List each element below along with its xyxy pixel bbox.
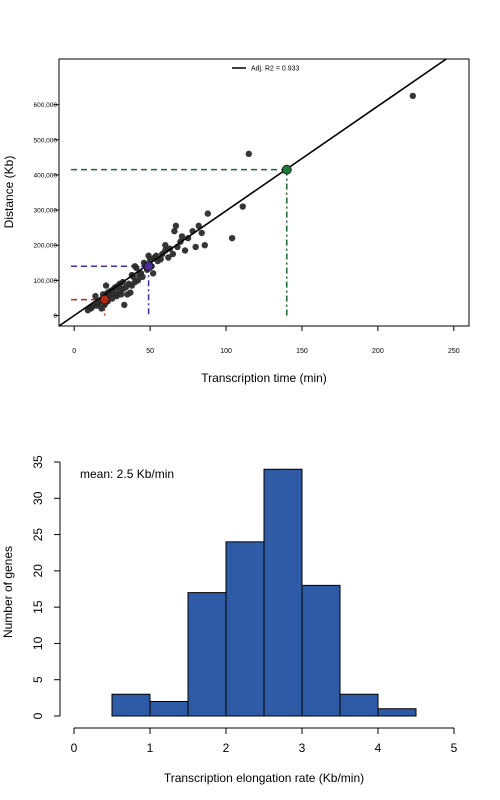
y-tick-label: 0	[53, 313, 57, 320]
x-tick-label: 4	[375, 741, 382, 755]
y-tick-label: 300,000	[34, 208, 58, 215]
histogram-bar	[301, 584, 341, 717]
data-point	[204, 210, 212, 217]
y-tick-label: 30	[31, 491, 45, 505]
data-point	[201, 241, 208, 249]
scatter-plot: 0 50 100 150 200 250 0 100,000 200,000 300,000 40…	[2, 58, 470, 385]
x-tick-label: 100	[220, 348, 232, 355]
x-tick-label: 0	[72, 348, 76, 355]
x-axis: 0 50 100 150 200 250	[72, 326, 460, 355]
highlight-marker	[281, 164, 292, 175]
data-point	[228, 234, 236, 242]
scatter-points	[84, 92, 417, 314]
histogram-bar	[149, 700, 189, 717]
highlight-marker	[99, 294, 110, 305]
histogram-bar	[263, 468, 303, 717]
data-point	[127, 289, 134, 296]
data-point	[239, 203, 246, 210]
data-point	[172, 222, 180, 230]
y-tick-label: 5	[31, 676, 45, 683]
histogram-bar	[225, 541, 265, 717]
x-tick-label: 3	[299, 741, 306, 755]
data-point	[149, 270, 157, 277]
histogram-bar	[377, 708, 417, 717]
data-point	[133, 264, 140, 272]
data-point	[139, 273, 146, 281]
x-axis: 0 1 2 3 4 5	[71, 727, 458, 755]
legend-label: Adj. R2 = 0.933	[251, 66, 300, 73]
x-axis-label: Transcription elongation rate (Kb/min)	[164, 771, 364, 785]
highlight-marker	[143, 261, 154, 272]
histogram-bar	[339, 693, 379, 717]
y-tick-label: 25	[31, 528, 45, 542]
y-tick-label: 10	[31, 636, 45, 650]
x-tick-label: 200	[372, 348, 384, 355]
y-tick-label: 35	[31, 455, 45, 469]
highlight-markers	[99, 164, 292, 305]
legend: Adj. R2 = 0.933	[232, 66, 300, 73]
data-point	[102, 282, 110, 289]
data-point	[198, 229, 205, 237]
scatter-plot-frame	[58, 58, 470, 327]
data-point	[92, 292, 99, 300]
histogram-bar	[187, 592, 227, 717]
y-tick-label: 15	[31, 600, 45, 614]
data-point	[121, 301, 128, 309]
data-point	[171, 227, 178, 235]
y-tick-label: 0	[31, 712, 45, 719]
y-tick-label: 200,000	[34, 243, 58, 250]
data-point	[162, 241, 169, 249]
y-axis: 0 5 10 15 20 25 30 35	[31, 455, 61, 719]
histogram: 0 1 2 3 4 5 0 5 10 15 20 25 30 35 mean: 2.5 Kb/min T…	[1, 455, 458, 785]
fit-line	[58, 58, 447, 327]
data-point	[181, 247, 189, 254]
regression-line	[58, 58, 447, 327]
x-tick-label: 5	[451, 741, 458, 755]
data-point	[118, 291, 125, 298]
data-point	[192, 243, 199, 251]
y-axis-label: Distance (Kb)	[2, 156, 16, 229]
y-tick-label: 20	[31, 564, 45, 578]
data-point	[169, 250, 177, 258]
x-tick-label: 50	[146, 348, 154, 355]
x-tick-label: 150	[296, 348, 308, 355]
x-axis-label: Transcription time (min)	[201, 371, 327, 385]
mean-annotation: mean: 2.5 Kb/min	[80, 467, 174, 481]
y-tick-label: 400,000	[34, 172, 58, 179]
histogram-bars	[111, 468, 417, 717]
x-tick-label: 0	[71, 741, 78, 755]
histogram-bar	[111, 693, 151, 717]
y-axis-label: Number of genes	[1, 546, 15, 638]
y-tick-label: 500,000	[34, 137, 58, 144]
data-point	[409, 92, 417, 100]
data-point	[178, 233, 186, 240]
data-point	[134, 277, 142, 284]
x-tick-label: 1	[147, 741, 154, 755]
data-point	[195, 222, 202, 230]
y-tick-label: 100,000	[34, 278, 58, 285]
data-point	[245, 150, 253, 158]
y-tick-label: 600,000	[34, 102, 58, 109]
x-tick-label: 2	[223, 741, 230, 755]
data-point	[165, 254, 172, 261]
x-tick-label: 250	[448, 348, 460, 355]
y-axis: 0 100,000 200,000 300,000 400,000 500,000 600,…	[34, 102, 59, 320]
